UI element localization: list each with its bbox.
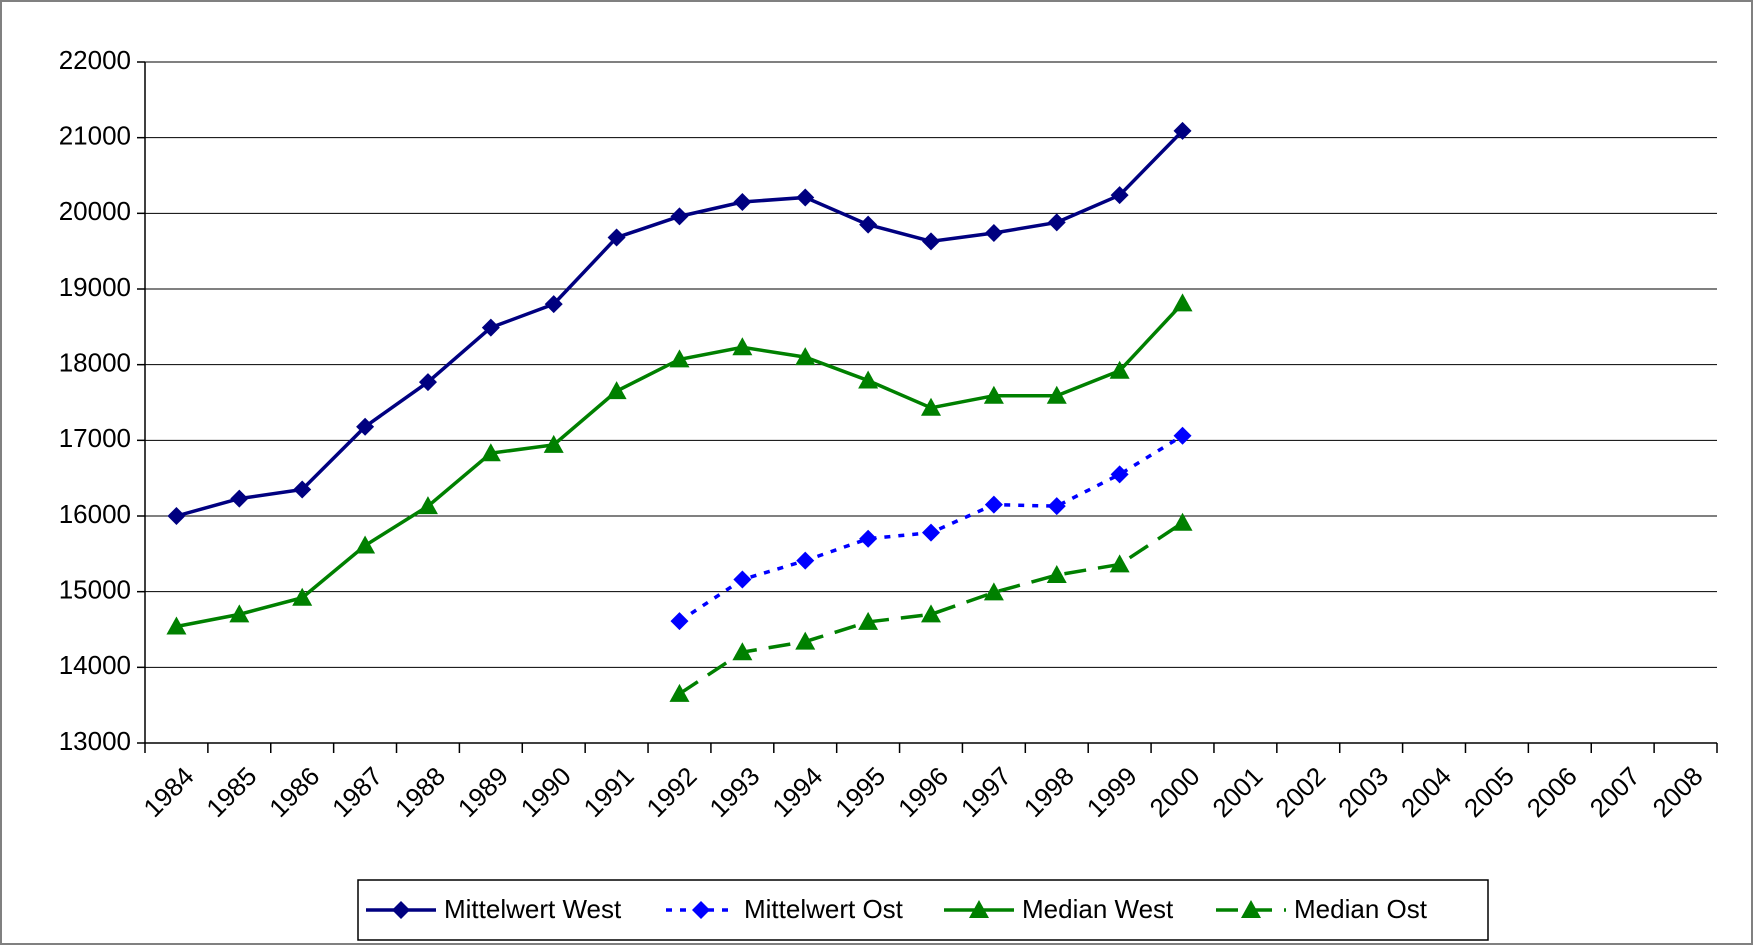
y-tick-label: 13000 [59, 726, 131, 756]
marker [1173, 426, 1192, 445]
marker [1173, 121, 1192, 140]
marker [983, 582, 1004, 601]
y-tick-label: 20000 [59, 196, 131, 226]
marker [356, 417, 375, 436]
marker [922, 232, 940, 251]
marker [293, 480, 312, 499]
legend-label: Mittelwert West [444, 894, 622, 924]
marker [355, 535, 376, 554]
marker [692, 901, 710, 919]
marker [1110, 465, 1129, 484]
y-tick-label: 14000 [59, 650, 131, 680]
marker [733, 570, 752, 589]
marker [607, 228, 626, 247]
marker [983, 385, 1004, 404]
marker [606, 381, 627, 400]
marker [418, 373, 437, 392]
marker [392, 901, 410, 919]
series-line [678, 521, 1184, 696]
marker [543, 434, 564, 453]
marker [1172, 293, 1193, 312]
legend: Mittelwert West Mittelwert Ost Median West… [366, 894, 1428, 924]
marker [859, 215, 878, 234]
marker [1046, 385, 1067, 404]
y-tick-label: 18000 [59, 348, 131, 378]
marker [230, 489, 249, 508]
marker [1047, 213, 1066, 232]
legend-label: Median West [1022, 894, 1174, 924]
marker [969, 900, 989, 918]
marker [670, 207, 689, 226]
marker [481, 318, 500, 337]
marker [921, 397, 941, 416]
y-tick-label: 21000 [59, 121, 131, 151]
marker [732, 337, 753, 356]
marker [984, 224, 1003, 243]
marker [229, 604, 250, 623]
marker [167, 507, 186, 525]
y-tick-label: 22000 [59, 45, 131, 75]
marker [733, 192, 752, 211]
y-tick-label: 17000 [59, 423, 131, 453]
y-tick-label: 16000 [59, 499, 131, 529]
marker [984, 495, 1003, 514]
marker [858, 611, 879, 630]
legend-box [357, 879, 1489, 941]
marker [166, 616, 187, 635]
marker [796, 551, 815, 570]
marker [480, 443, 501, 462]
marker [1046, 565, 1067, 584]
marker [732, 642, 753, 661]
marker [1047, 497, 1066, 516]
marker [1109, 360, 1130, 379]
marker [921, 604, 941, 623]
marker [1241, 900, 1261, 918]
marker [292, 587, 313, 606]
marker [795, 631, 816, 650]
marker [859, 529, 878, 548]
marker [795, 347, 816, 366]
y-tick-label: 15000 [59, 575, 131, 605]
marker [417, 496, 438, 515]
marker [669, 349, 690, 368]
legend-label: Median Ost [1294, 894, 1428, 924]
y-tick-label: 19000 [59, 272, 131, 302]
marker [796, 188, 815, 207]
marker [1110, 186, 1129, 205]
marker [1172, 512, 1193, 531]
marker [1109, 554, 1130, 573]
marker [669, 683, 690, 702]
marker [544, 295, 563, 314]
marker [858, 370, 879, 389]
legend-label: Mittelwert Ost [744, 894, 904, 924]
marker [922, 523, 940, 542]
marker [670, 612, 689, 631]
